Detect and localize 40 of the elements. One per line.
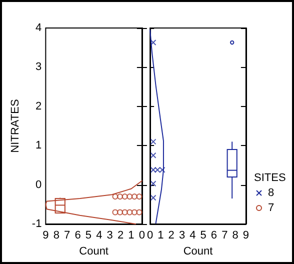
point: [150, 180, 156, 187]
point: [150, 40, 156, 46]
x-tick-label: 0: [146, 230, 154, 242]
point: [150, 152, 156, 158]
x-tick-label: 7: [222, 230, 228, 242]
point: [150, 138, 156, 145]
x-axis-title: Count: [183, 246, 213, 258]
point: [150, 194, 156, 201]
x-tick-label: 8: [53, 230, 60, 242]
x-tick-label: 6: [74, 230, 81, 242]
x-tick-label: 5: [200, 230, 206, 242]
x-tick-label: 1: [158, 230, 164, 242]
x-tick-label: 5: [85, 230, 92, 242]
x-tick-label: 9: [242, 230, 250, 242]
y-tick-label: 4: [36, 22, 42, 34]
x-tick-label: 3: [106, 230, 113, 242]
x-tick-label: 4: [96, 230, 102, 242]
point: [150, 166, 156, 173]
x-tick-label: 0: [138, 230, 146, 242]
x-tick-label: 4: [190, 230, 196, 242]
y-tick-label: 0: [36, 178, 42, 191]
point: [154, 166, 161, 173]
legend-label: 8: [268, 187, 274, 199]
x-axis-title: Count: [79, 246, 108, 258]
x-tick-label: 1: [128, 230, 134, 242]
legend-title: SITES: [254, 172, 286, 184]
x-tick-label: 6: [210, 230, 218, 242]
y-tick-label: 3: [36, 61, 42, 74]
y-tick-label: 2: [36, 100, 42, 112]
y-tick-label: 1: [36, 140, 42, 152]
x-tick-label: 3: [178, 230, 186, 242]
y-axis-title: NITRATES: [10, 99, 22, 153]
x-tick-label: 9: [42, 230, 49, 242]
x-tick-label: 2: [168, 230, 174, 242]
legend-label: 7: [268, 202, 274, 214]
x-tick-label: 7: [64, 230, 70, 242]
y-tick-label: -1: [32, 218, 42, 230]
point: [159, 166, 166, 173]
x-tick-label: 2: [117, 230, 124, 242]
x-tick-label: 8: [232, 230, 238, 242]
